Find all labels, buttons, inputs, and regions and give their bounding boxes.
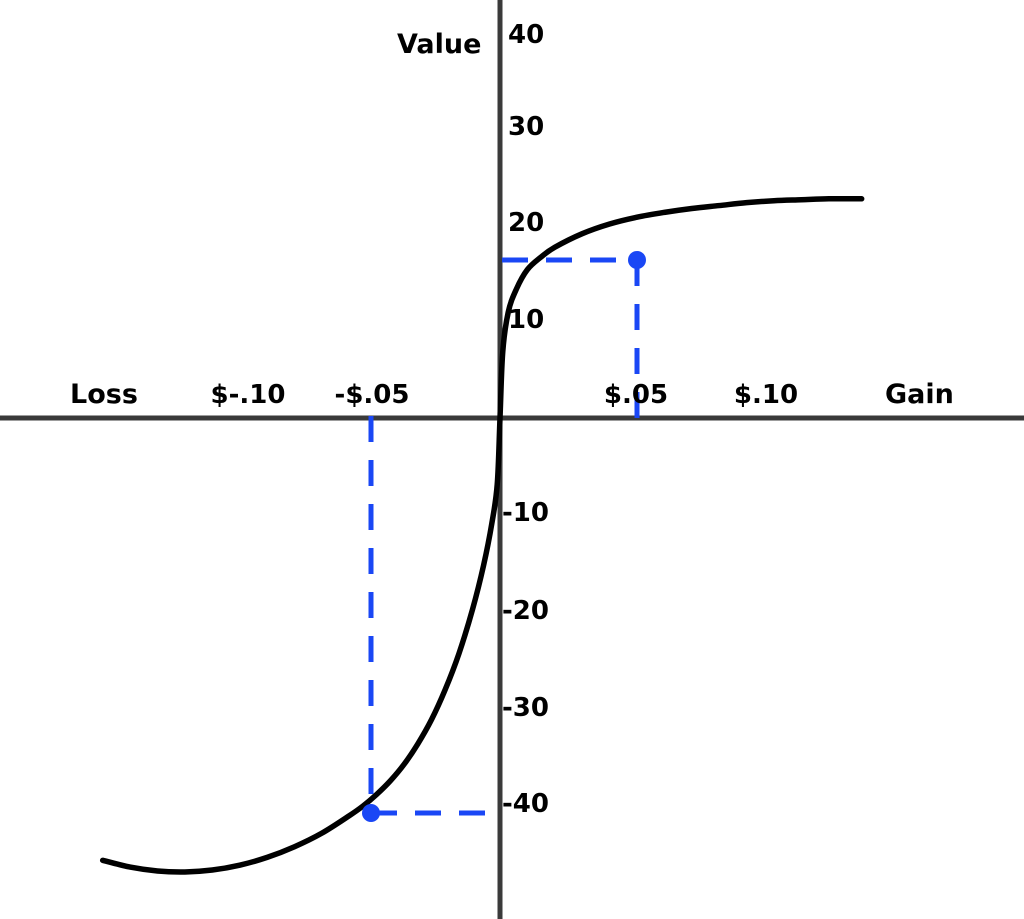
x-axis-title-loss: Loss <box>70 379 138 410</box>
loss-reference-point-marker[interactable] <box>362 804 380 822</box>
gain-reference-point-marker[interactable] <box>628 251 646 269</box>
y-tick-label-40: 40 <box>508 20 545 50</box>
x-axis-title-gain: Gain <box>885 379 954 410</box>
value-function-curve <box>99 195 865 875</box>
y-axis-title: Value <box>397 29 482 60</box>
x-tick-label-plus-0-10: $.10 <box>733 380 799 410</box>
y-tick-label-minus-30: -30 <box>502 693 549 723</box>
y-tick-label-10: 10 <box>508 305 545 335</box>
y-tick-label-20: 20 <box>508 208 545 238</box>
x-tick-label-plus-0-05: $.05 <box>603 380 669 410</box>
y-tick-label-minus-40: -40 <box>502 789 549 819</box>
y-tick-label-30: 30 <box>508 112 545 142</box>
y-tick-label-minus-10: -10 <box>502 498 549 528</box>
x-tick-label-minus-0-10: $-.10 <box>210 380 286 410</box>
y-tick-label-minus-20: -20 <box>502 596 549 626</box>
x-tick-label-minus-0-05: -$.05 <box>334 380 410 410</box>
